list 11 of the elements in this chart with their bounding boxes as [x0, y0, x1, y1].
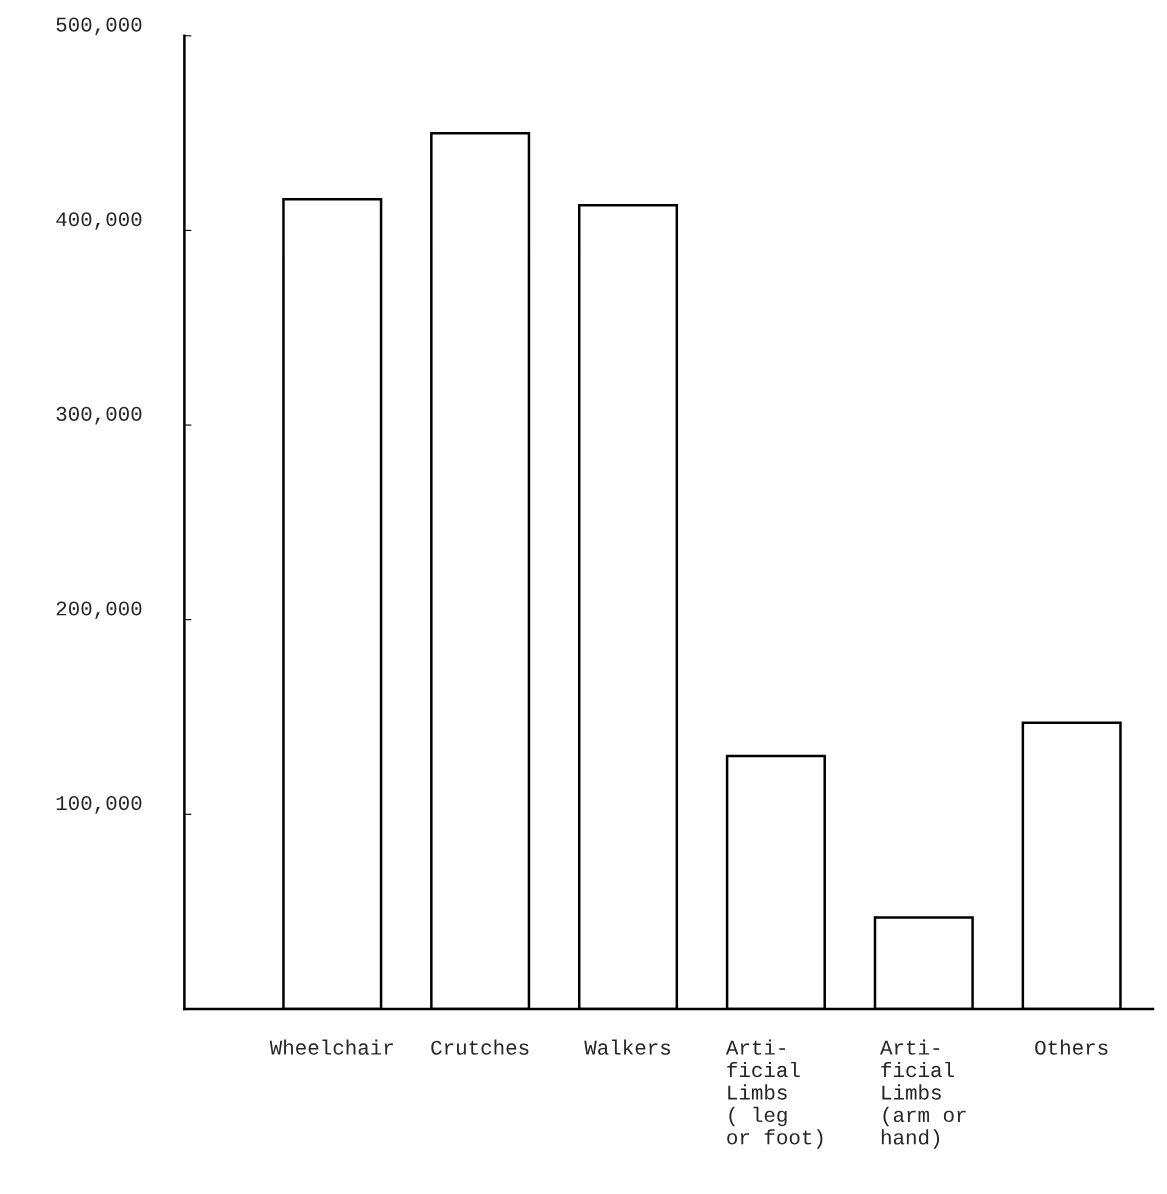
y-tick-label: 200,000 [56, 601, 142, 620]
y-tick-label: 500,000 [56, 17, 142, 36]
x-tick-label: Arti- ficial Limbs (arm or hand) [880, 1039, 966, 1149]
y-tick-label: 100,000 [56, 796, 142, 814]
y-tick-label: 300,000 [56, 406, 142, 425]
y-tick-label: 400,000 [56, 212, 142, 230]
x-tick-label: Arti- ficial Limbs ( leg or foot) [725, 1039, 823, 1149]
x-tick-label: Wheelchair [269, 1039, 393, 1055]
x-tick-label: Others [1035, 1039, 1108, 1055]
x-tick-label: Crutches [431, 1039, 529, 1055]
x-tick-label: Walkers [584, 1039, 671, 1055]
